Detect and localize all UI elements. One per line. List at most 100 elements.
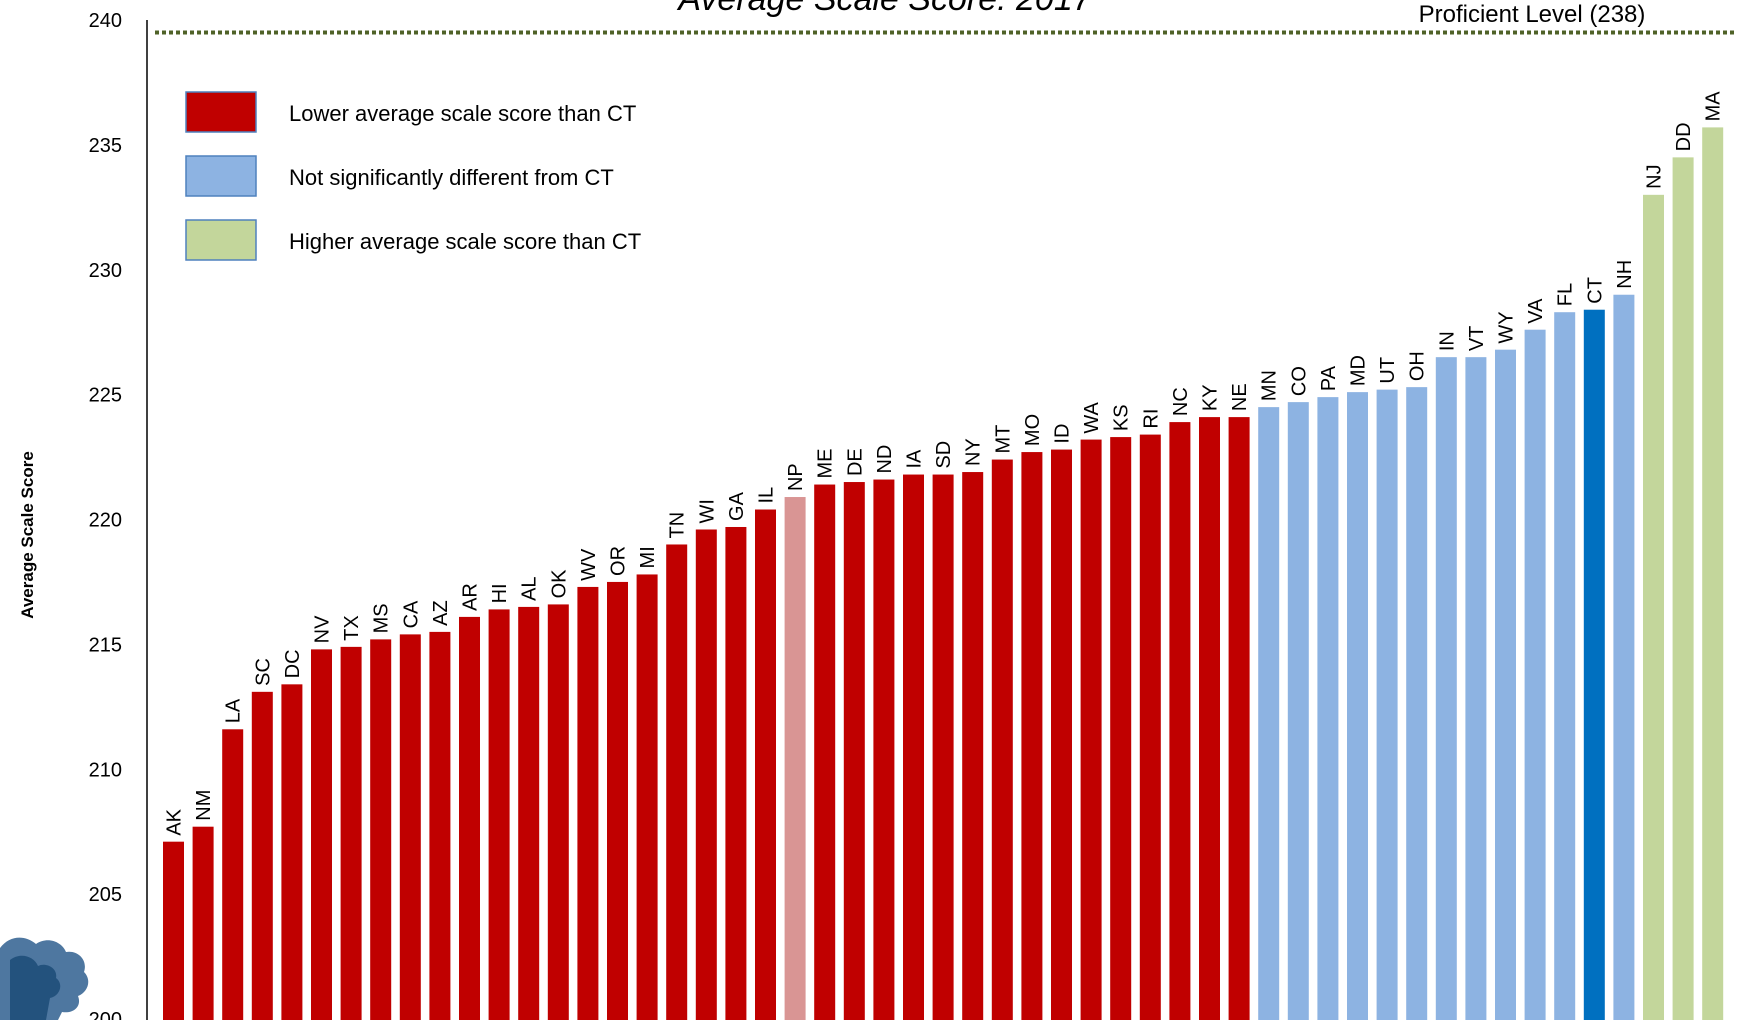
bar-ma bbox=[1702, 127, 1724, 1020]
bar-labels: AK NM LA SC DC NV TX MS CA AZ AR HI AL OK WV OR MI TN WI GA… bbox=[164, 91, 1725, 836]
bar-label: NP bbox=[785, 463, 807, 491]
bar-label: KS bbox=[1111, 404, 1133, 431]
bar-label: SD bbox=[933, 441, 955, 469]
bar-label: MO bbox=[1022, 414, 1044, 446]
bar-label: VA bbox=[1525, 298, 1547, 324]
bar-label: PA bbox=[1318, 365, 1340, 391]
bar-label: WY bbox=[1496, 311, 1518, 343]
bar-ri bbox=[1139, 434, 1161, 1020]
bar-label: NH bbox=[1614, 260, 1636, 289]
tree-logo bbox=[0, 937, 89, 1020]
y-axis-title: Average Scale Score bbox=[18, 451, 37, 619]
legend-swatch-lower bbox=[185, 91, 257, 133]
bar-label: NY bbox=[963, 438, 985, 466]
bar-label: MI bbox=[637, 546, 659, 568]
bar-nd bbox=[873, 479, 895, 1020]
bar-label: OR bbox=[608, 546, 630, 576]
y-tick-label: 210 bbox=[89, 759, 122, 781]
bar-label: WV bbox=[578, 548, 600, 581]
bar-vt bbox=[1465, 357, 1487, 1020]
y-tick-label: 230 bbox=[89, 260, 122, 282]
bar-or bbox=[607, 581, 628, 1020]
bar-tx bbox=[340, 646, 362, 1020]
bar-label: ND bbox=[874, 445, 896, 474]
bar-label: AR bbox=[460, 583, 482, 611]
bar-ok bbox=[547, 604, 569, 1020]
bar-az bbox=[429, 631, 451, 1020]
bar-ca bbox=[399, 634, 421, 1020]
bar-label: IA bbox=[904, 449, 926, 469]
bar-label: LA bbox=[223, 698, 245, 723]
bar-label: VT bbox=[1466, 326, 1488, 352]
bar-label: MN bbox=[1259, 370, 1281, 401]
bar-ne bbox=[1228, 417, 1250, 1020]
y-tick-label: 240 bbox=[89, 10, 122, 32]
bar-wy bbox=[1495, 349, 1516, 1020]
bar-label: IL bbox=[756, 487, 778, 504]
bar-wa bbox=[1080, 439, 1102, 1020]
bar-label: SC bbox=[252, 658, 274, 686]
bar-label: HI bbox=[489, 583, 511, 603]
y-tick-label: 235 bbox=[89, 135, 122, 157]
bar-ak bbox=[163, 841, 184, 1020]
bar-label: ID bbox=[1052, 424, 1074, 444]
chart-title: Average Scale Score: 2017 bbox=[676, 0, 1092, 18]
bar-label: MS bbox=[371, 603, 393, 633]
y-tick-label: 205 bbox=[89, 884, 122, 906]
bar-label: RI bbox=[1140, 409, 1162, 429]
bar-ny bbox=[962, 472, 984, 1020]
bar-hi bbox=[488, 609, 510, 1020]
bar-label: NM bbox=[193, 790, 215, 821]
bar-de bbox=[843, 482, 865, 1020]
bar-wv bbox=[577, 586, 599, 1020]
bar-label: TN bbox=[667, 512, 689, 539]
bar-label: FL bbox=[1555, 283, 1577, 306]
bar-label: TX bbox=[341, 615, 363, 641]
bar-label: NV bbox=[312, 615, 334, 643]
legend-label-same: Not significantly different from CT bbox=[289, 165, 614, 190]
bar-dc bbox=[281, 684, 303, 1020]
bar-label: CT bbox=[1584, 277, 1606, 304]
bar-ms bbox=[370, 639, 392, 1020]
bar-label: UT bbox=[1377, 357, 1399, 384]
bar-il bbox=[755, 509, 776, 1020]
legend-swatch-same bbox=[185, 155, 257, 197]
bar-label: CA bbox=[400, 600, 422, 628]
bar-label: GA bbox=[726, 491, 748, 521]
bar-label: DD bbox=[1673, 122, 1695, 151]
bar-nh bbox=[1613, 294, 1635, 1020]
bar-al bbox=[518, 606, 540, 1020]
bar-label: AK bbox=[164, 808, 186, 835]
bar-ia bbox=[903, 474, 924, 1020]
bar-dd bbox=[1672, 157, 1694, 1020]
bar-label: MA bbox=[1703, 91, 1725, 122]
legend-label-higher: Higher average scale score than CT bbox=[289, 229, 641, 254]
bar-label: IN bbox=[1436, 331, 1458, 351]
bar-mo bbox=[1021, 452, 1043, 1020]
bar-label: ME bbox=[815, 449, 837, 479]
bar-label: WA bbox=[1081, 401, 1103, 433]
legend: Lower average scale score than CT Not si… bbox=[185, 91, 641, 261]
bar-fl bbox=[1554, 312, 1576, 1020]
bar-label: AZ bbox=[430, 600, 452, 626]
legend-label-lower: Lower average scale score than CT bbox=[289, 101, 636, 126]
bar-ky bbox=[1199, 417, 1220, 1020]
bar-label: MD bbox=[1348, 355, 1370, 386]
bar-la bbox=[222, 729, 244, 1020]
bar-label: MT bbox=[992, 425, 1014, 454]
legend-swatch-higher bbox=[185, 219, 257, 261]
bar-mn bbox=[1258, 407, 1280, 1020]
bar-nj bbox=[1643, 194, 1664, 1020]
bar-md bbox=[1347, 392, 1368, 1020]
y-tick-label: 220 bbox=[89, 510, 122, 532]
bar-tn bbox=[666, 544, 688, 1020]
bar-nc bbox=[1169, 422, 1191, 1020]
bar-ks bbox=[1110, 437, 1132, 1020]
bar-label: DC bbox=[282, 649, 304, 678]
bar-label: CO bbox=[1288, 366, 1310, 396]
bar-ar bbox=[459, 616, 480, 1020]
bar-va bbox=[1524, 329, 1546, 1020]
bar-id bbox=[1051, 449, 1072, 1020]
bar-label: NC bbox=[1170, 387, 1192, 416]
